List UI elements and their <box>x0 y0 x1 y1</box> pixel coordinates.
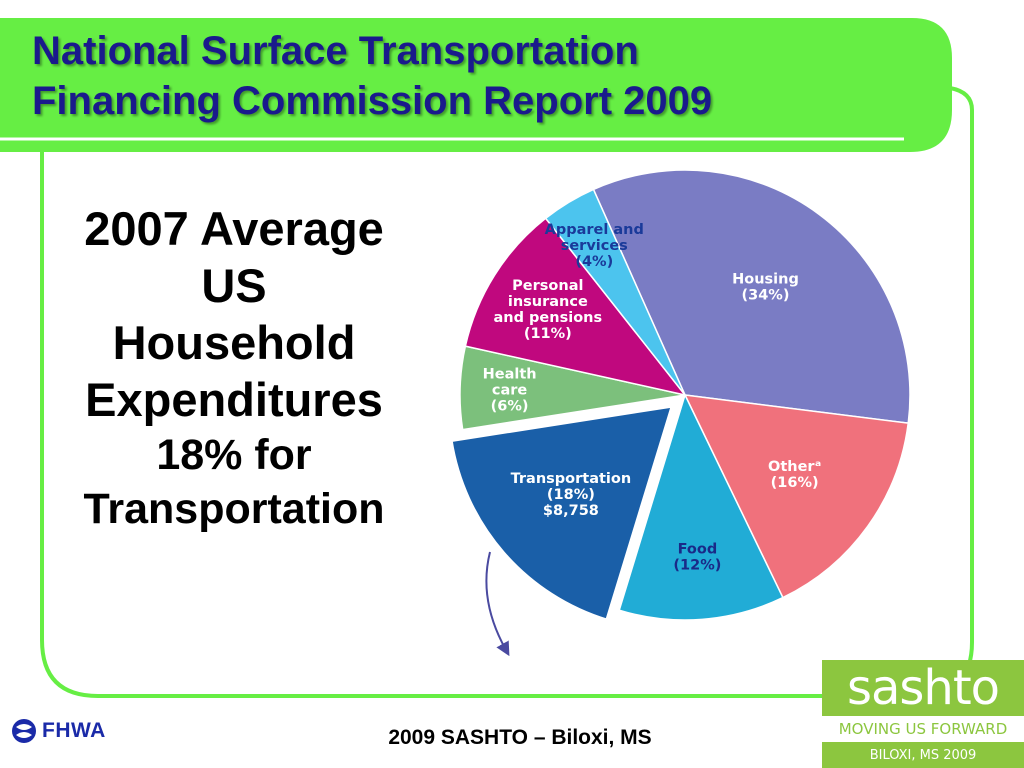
fhwa-shield-icon <box>12 719 36 743</box>
pie-label-other: Otherᵃ (16%) <box>768 459 821 491</box>
pie-label-health-care: Health care (6%) <box>483 366 537 414</box>
pie-slice-food <box>618 392 784 621</box>
fhwa-logo: FHWA <box>10 716 106 746</box>
sashto-logo: sashto MOVING US FORWARD BILOXI, MS 2009 <box>822 660 1024 768</box>
caption-line-2: US <box>201 259 267 312</box>
slide-title: National Surface Transportation Financin… <box>32 26 912 126</box>
pie-label-housing: Housing (34%) <box>732 272 799 304</box>
fhwa-text: FHWA <box>42 719 106 742</box>
pie-slices <box>448 169 911 624</box>
sashto-name: sashto <box>846 660 1000 716</box>
pie-label-personal-insurance-and-pensions: Personal insurance and pensions (11%) <box>494 278 603 342</box>
pie-slice-personal-insurance-and-pensions <box>464 217 687 397</box>
title-line-2: Financing Commission Report 2009 <box>32 79 713 123</box>
slide-footer: 2009 SASHTO – Biloxi, MS <box>388 726 652 749</box>
pie-label-food: Food (12%) <box>673 542 721 574</box>
pie-label-transportation: Transportation (18%) $8,758 <box>511 471 632 519</box>
title-line-1: National Surface Transportation <box>32 29 639 73</box>
pie-label-apparel-and-services: Apparel and services (4%) <box>545 222 644 270</box>
transportation-arrow <box>485 551 510 657</box>
caption-line-3: Household <box>112 316 356 369</box>
pie-slice-transportation <box>448 403 676 624</box>
caption-line-5: 18% for <box>156 431 312 479</box>
sashto-tagline: MOVING US FORWARD <box>822 716 1024 742</box>
pie-slice-other <box>683 394 910 599</box>
sashto-place: BILOXI, MS 2009 <box>869 748 977 763</box>
pie-labels: Housing (34%) Otherᵃ (16%) Food (12%) Transpor… <box>483 222 822 574</box>
expenditure-pie-chart: Housing (34%) Otherᵃ (16%) Food (12%) Transpor… <box>448 169 911 657</box>
caption-line-6: Transportation <box>83 485 385 533</box>
chart-caption: 2007 Average US Household Expenditures 1… <box>40 200 428 536</box>
pie-slice-apparel-and-services <box>544 188 686 396</box>
title-banner <box>0 18 952 152</box>
caption-line-4: Expenditures <box>85 373 383 426</box>
caption-line-1: 2007 Average <box>84 202 384 255</box>
pie-slice-housing <box>592 169 911 424</box>
